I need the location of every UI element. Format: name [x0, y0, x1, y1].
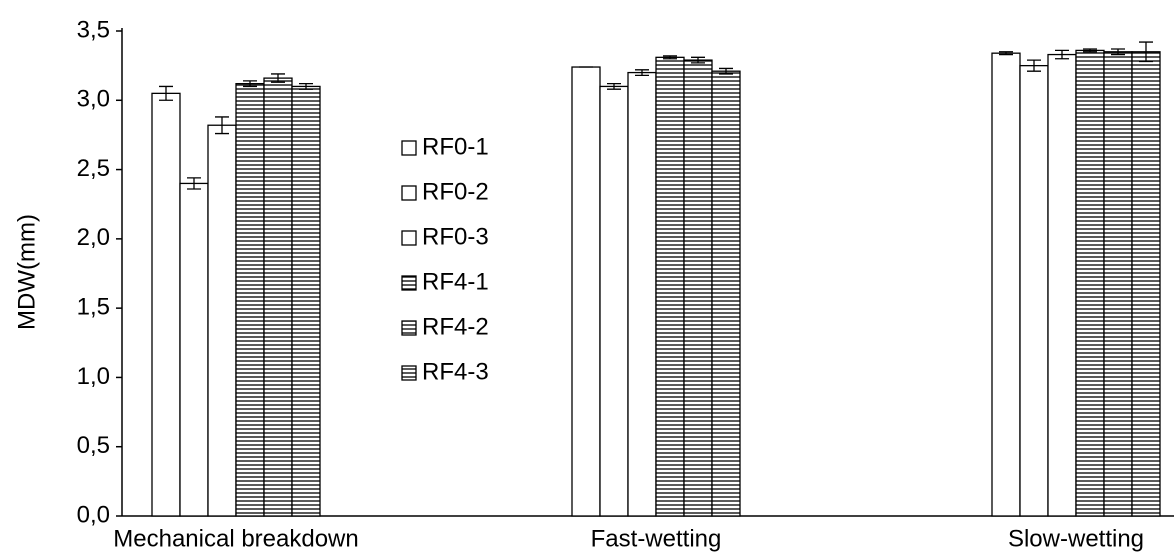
- error-bar: [271, 73, 285, 83]
- y-tick-label: 0,5: [77, 432, 110, 459]
- legend-label: RF0-2: [422, 178, 489, 205]
- legend-label: RF0-1: [422, 133, 489, 160]
- y-axis-label: MDW(mm): [13, 214, 40, 330]
- bar: [1019, 64, 1049, 517]
- error-bar: [299, 83, 313, 90]
- error-bar: [607, 83, 621, 90]
- error-bar: [635, 69, 649, 76]
- error-bar: [999, 51, 1013, 56]
- bar: [1075, 49, 1105, 517]
- y-tick-label: 3,0: [77, 86, 110, 113]
- bar: [991, 52, 1021, 517]
- bar: [655, 56, 685, 517]
- bar: [571, 66, 601, 517]
- legend-swatch: [401, 185, 417, 201]
- legend-swatch: [401, 230, 417, 246]
- bar: [235, 83, 265, 517]
- error-bar: [1139, 41, 1153, 63]
- error-bar: [215, 116, 229, 135]
- error-bar: [719, 67, 733, 75]
- error-bar: [187, 177, 201, 190]
- legend-swatch: [401, 365, 417, 381]
- bar: [151, 92, 181, 517]
- y-tick-label: 1,0: [77, 363, 110, 390]
- bar: [599, 85, 629, 517]
- error-bar: [159, 85, 173, 101]
- bar: [711, 70, 741, 517]
- bar: [1047, 53, 1077, 517]
- legend-label: RF4-3: [422, 358, 489, 385]
- y-tick-label: 2,5: [77, 155, 110, 182]
- x-tick-label: Mechanical breakdown: [113, 525, 358, 552]
- error-bar: [1027, 59, 1041, 72]
- bar: [263, 77, 293, 517]
- y-tick-label: 2,0: [77, 224, 110, 251]
- error-bar: [243, 80, 257, 88]
- legend-swatch: [401, 140, 417, 156]
- x-tick-label: Fast-wetting: [591, 525, 722, 552]
- y-tick-label: 0,0: [77, 501, 110, 528]
- error-bar: [1111, 48, 1125, 56]
- error-bar: [1055, 49, 1069, 60]
- legend-label: RF4-2: [422, 313, 489, 340]
- bar: [1131, 51, 1161, 517]
- error-bar: [663, 55, 677, 60]
- bar: [627, 71, 657, 517]
- bar: [179, 182, 209, 517]
- legend-label: RF4-1: [422, 268, 489, 295]
- error-bar: [691, 56, 705, 64]
- legend-label: RF0-3: [422, 223, 489, 250]
- y-tick-label: 1,5: [77, 293, 110, 320]
- x-tick-label: Slow-wetting: [1008, 525, 1144, 552]
- error-bar: [1083, 48, 1097, 53]
- bar: [1103, 51, 1133, 517]
- bar: [683, 59, 713, 517]
- y-tick-label: 3,5: [77, 16, 110, 43]
- bar: [207, 124, 237, 517]
- legend-swatch: [401, 275, 417, 291]
- bar: [291, 85, 321, 517]
- legend-swatch: [401, 320, 417, 336]
